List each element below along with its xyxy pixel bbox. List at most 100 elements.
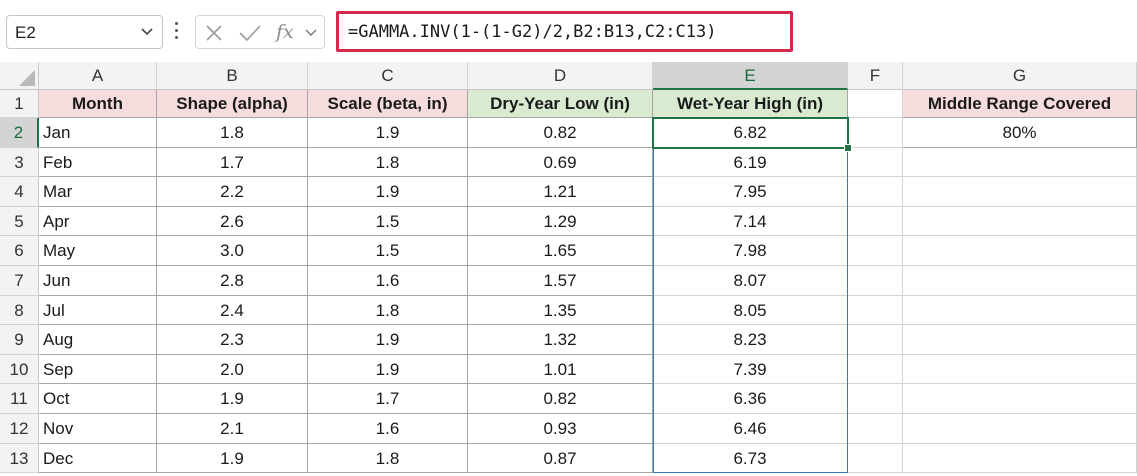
cell-wet-high[interactable]: 6.82	[653, 118, 848, 148]
row-header-8[interactable]: 8	[0, 295, 39, 326]
cell-empty[interactable]	[848, 443, 903, 474]
cell-scale[interactable]: 1.9	[308, 325, 468, 355]
row-header-3[interactable]: 3	[0, 147, 39, 178]
row-header-13[interactable]: 13	[0, 443, 39, 474]
column-header-a[interactable]: A	[39, 62, 157, 90]
cell-dry-low[interactable]: 1.57	[468, 266, 653, 296]
cell-empty[interactable]	[848, 384, 903, 414]
more-options-icon[interactable]	[172, 20, 180, 42]
name-box[interactable]: E2	[6, 15, 163, 49]
cell-dry-low[interactable]: 0.82	[468, 384, 653, 414]
cell-f1[interactable]	[848, 90, 903, 118]
cell-month[interactable]: Aug	[39, 325, 157, 355]
header-wet-year-high[interactable]: Wet-Year High (in)	[653, 90, 848, 118]
cell-empty[interactable]	[903, 147, 1137, 178]
cell-empty[interactable]	[903, 384, 1137, 414]
chevron-down-icon[interactable]	[304, 26, 318, 40]
x-icon[interactable]	[204, 23, 224, 43]
cell-empty[interactable]	[903, 325, 1137, 355]
cell-dry-low[interactable]: 1.35	[468, 295, 653, 326]
cell-wet-high[interactable]: 8.05	[653, 295, 848, 326]
cell-wet-high[interactable]: 8.23	[653, 325, 848, 355]
cell-dry-low[interactable]: 1.29	[468, 206, 653, 237]
cell-month[interactable]: Jul	[39, 295, 157, 326]
row-header-5[interactable]: 5	[0, 206, 39, 237]
cell-dry-low[interactable]: 0.69	[468, 147, 653, 178]
column-header-c[interactable]: C	[308, 62, 468, 90]
cell-empty[interactable]	[848, 354, 903, 385]
cell-month[interactable]: Mar	[39, 177, 157, 207]
cell-empty[interactable]	[903, 236, 1137, 266]
cell-scale[interactable]: 1.5	[308, 236, 468, 266]
cell-dry-low[interactable]: 1.01	[468, 354, 653, 385]
cell-empty[interactable]	[848, 206, 903, 237]
cell-scale[interactable]: 1.9	[308, 354, 468, 385]
cell-wet-high[interactable]: 7.98	[653, 236, 848, 266]
cell-wet-high[interactable]: 7.39	[653, 354, 848, 385]
fill-handle[interactable]	[844, 143, 852, 152]
cell-month[interactable]: Oct	[39, 384, 157, 414]
cell-empty[interactable]	[903, 206, 1137, 237]
cell-scale[interactable]: 1.6	[308, 414, 468, 444]
cell-empty[interactable]	[848, 177, 903, 207]
cell-month[interactable]: Feb	[39, 147, 157, 178]
cell-empty[interactable]	[903, 177, 1137, 207]
column-header-g[interactable]: G	[903, 62, 1137, 90]
chevron-down-icon[interactable]	[139, 23, 155, 39]
row-header-12[interactable]: 12	[0, 414, 39, 444]
cell-empty[interactable]	[903, 295, 1137, 326]
cell-wet-high[interactable]: 7.95	[653, 177, 848, 207]
column-header-e[interactable]: E	[653, 62, 848, 90]
cell-shape[interactable]: 2.8	[157, 266, 308, 296]
cell-empty[interactable]	[903, 414, 1137, 444]
check-icon[interactable]	[238, 23, 262, 43]
column-header-f[interactable]: F	[848, 62, 903, 90]
cell-dry-low[interactable]: 0.93	[468, 414, 653, 444]
cell-scale[interactable]: 1.9	[308, 118, 468, 148]
cell-dry-low[interactable]: 0.82	[468, 118, 653, 148]
cell-shape[interactable]: 2.4	[157, 295, 308, 326]
cell-dry-low[interactable]: 1.21	[468, 177, 653, 207]
cell-month[interactable]: Apr	[39, 206, 157, 237]
cell-scale[interactable]: 1.6	[308, 266, 468, 296]
header-middle-range[interactable]: Middle Range Covered	[903, 90, 1137, 118]
cell-month[interactable]: Sep	[39, 354, 157, 385]
cell-empty[interactable]	[848, 325, 903, 355]
cell-empty[interactable]	[848, 236, 903, 266]
cell-shape[interactable]: 1.9	[157, 443, 308, 474]
row-header-6[interactable]: 6	[0, 236, 39, 266]
cell-middle-range-value[interactable]: 80%	[903, 118, 1137, 148]
cell-empty[interactable]	[903, 354, 1137, 385]
select-all-corner[interactable]	[0, 62, 39, 90]
cell-empty[interactable]	[903, 266, 1137, 296]
cell-shape[interactable]: 1.8	[157, 118, 308, 148]
cell-wet-high[interactable]: 6.36	[653, 384, 848, 414]
cell-scale[interactable]: 1.7	[308, 384, 468, 414]
cell-wet-high[interactable]: 6.73	[653, 443, 848, 474]
cell-month[interactable]: Dec	[39, 443, 157, 474]
row-header-9[interactable]: 9	[0, 325, 39, 355]
cell-shape[interactable]: 2.1	[157, 414, 308, 444]
cell-shape[interactable]: 2.6	[157, 206, 308, 237]
row-header-1[interactable]: 1	[0, 90, 39, 118]
cell-empty[interactable]	[848, 118, 903, 148]
cell-shape[interactable]: 3.0	[157, 236, 308, 266]
cell-wet-high[interactable]: 7.14	[653, 206, 848, 237]
row-header-2[interactable]: 2	[0, 118, 39, 148]
row-header-10[interactable]: 10	[0, 354, 39, 385]
cell-month[interactable]: Jan	[39, 118, 157, 148]
column-header-d[interactable]: D	[468, 62, 653, 90]
column-header-b[interactable]: B	[157, 62, 308, 90]
row-header-4[interactable]: 4	[0, 177, 39, 207]
cell-wet-high[interactable]: 6.46	[653, 414, 848, 444]
cell-month[interactable]: May	[39, 236, 157, 266]
cell-scale[interactable]: 1.8	[308, 295, 468, 326]
cell-scale[interactable]: 1.5	[308, 206, 468, 237]
header-scale[interactable]: Scale (beta, in)	[308, 90, 468, 118]
cell-shape[interactable]: 1.7	[157, 147, 308, 178]
row-header-11[interactable]: 11	[0, 384, 39, 414]
header-dry-year-low[interactable]: Dry-Year Low (in)	[468, 90, 653, 118]
cell-empty[interactable]	[848, 414, 903, 444]
cell-empty[interactable]	[848, 147, 903, 178]
cell-wet-high[interactable]: 6.19	[653, 147, 848, 178]
